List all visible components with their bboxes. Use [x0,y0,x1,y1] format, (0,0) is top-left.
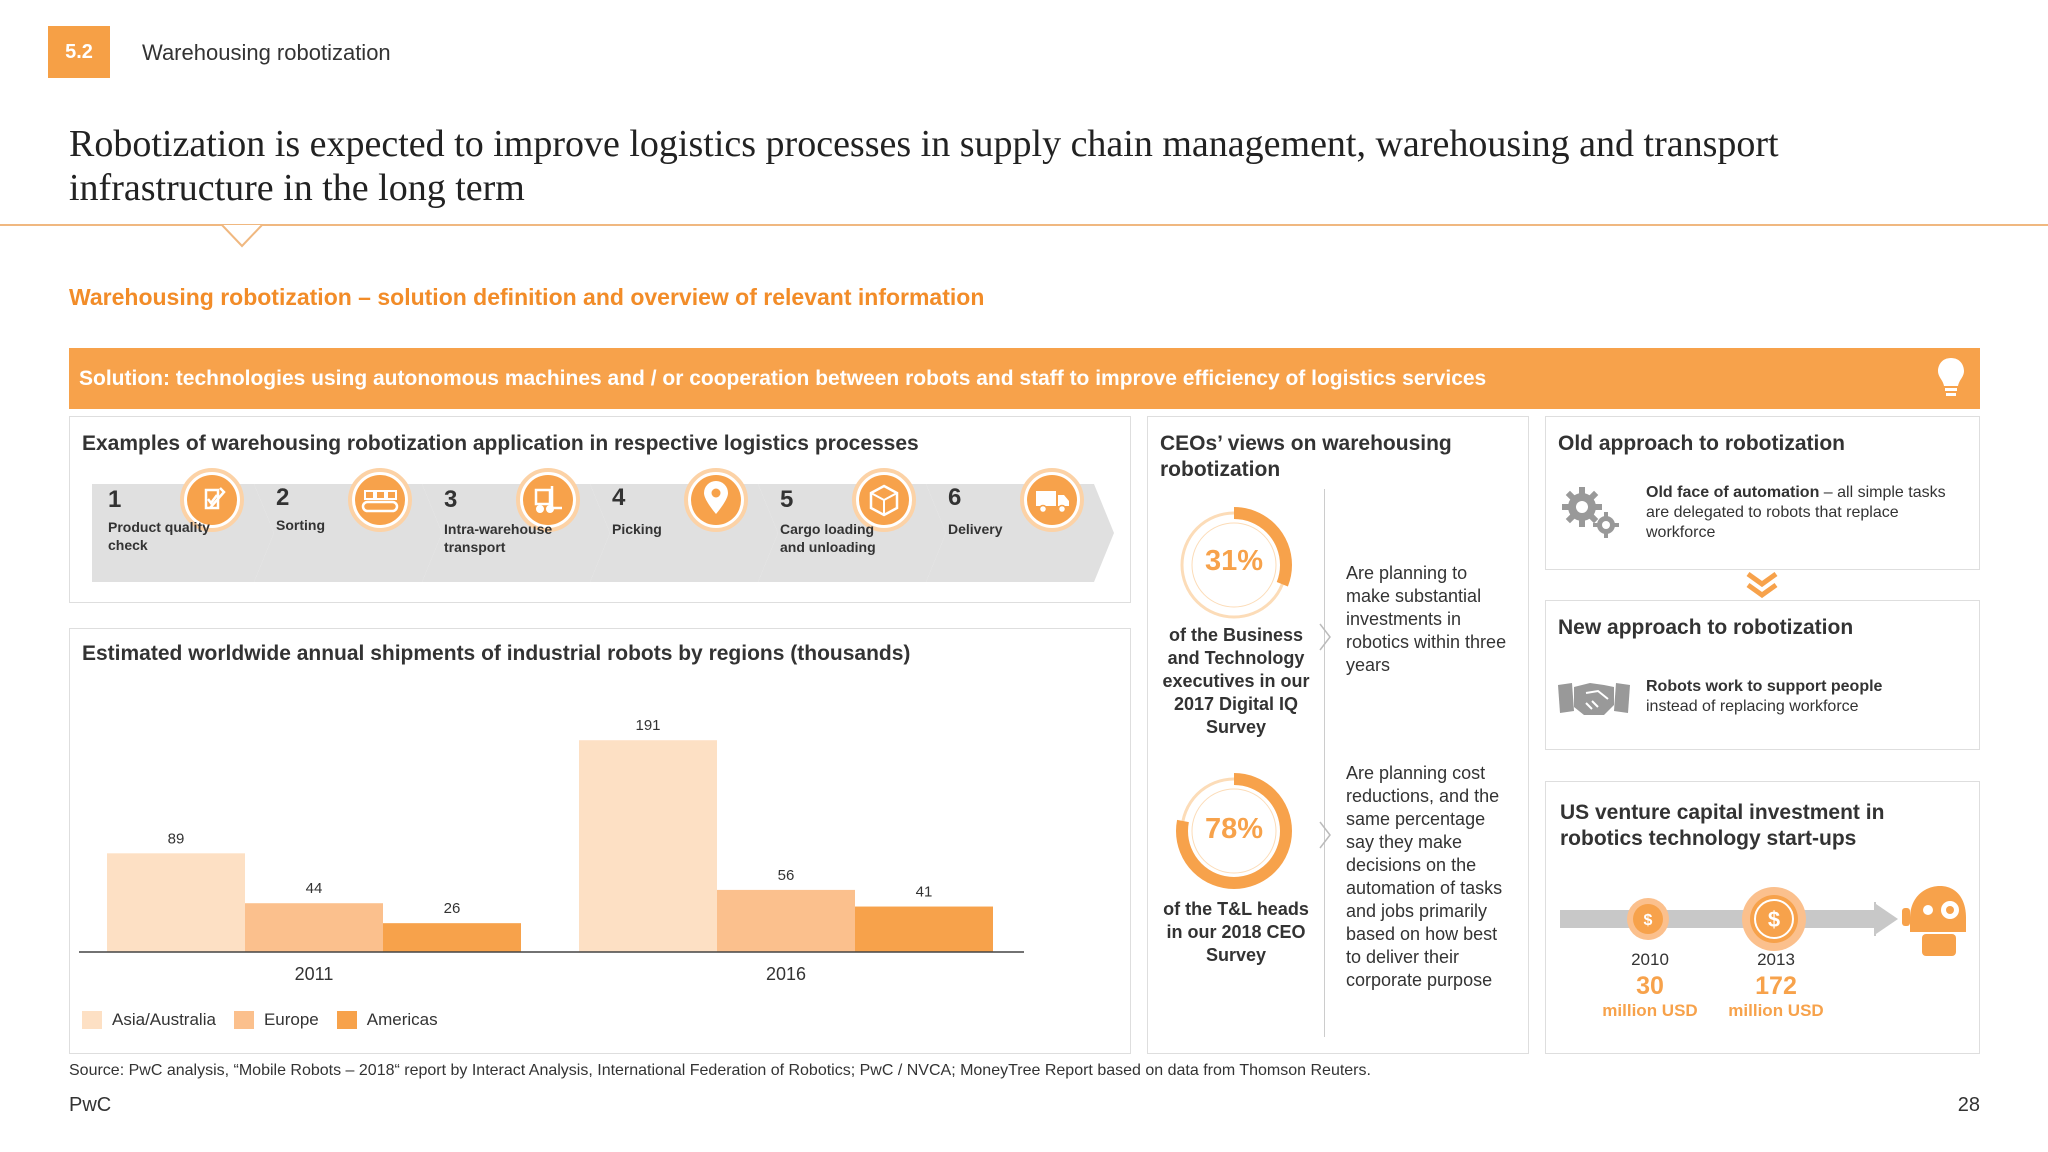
legend-swatch [336,1011,357,1029]
new-approach-panel: New approach to robotization Robots work… [1545,600,1980,750]
stat-value-78: 78% [1204,813,1264,845]
old-approach-rest: – all simple tasks are delegated to robo… [1646,484,1946,541]
venture-title: US venture capital investment in robotic… [1560,801,1885,850]
stat-value-31: 31% [1204,545,1264,577]
old-approach-panel: Old approach to robotization Old face of… [1545,416,1980,570]
stat-caption-78: of the T&L heads in our 2018 CEO Survey [1163,899,1309,965]
bar-americas-2011 [383,923,521,952]
venture-timeline: $ $ [1560,886,1966,956]
legend-label: Americas [366,1010,438,1029]
section-subtitle: Warehousing robotization – solution defi… [69,284,985,310]
coin-bag-icon: $ [1627,898,1669,940]
chevron-right-icon [1319,821,1331,849]
chart-legend: Asia/Australia Europe Americas [82,1010,456,1030]
coin-bag-icon: $ [1742,887,1806,951]
stat-caption-31: of the Business and Technology executive… [1162,625,1310,737]
legend-item: Europe [233,1010,319,1030]
ceo-divider [1324,489,1325,1037]
chart-title: Estimated worldwide annual shipments of … [82,642,911,665]
stat-text-31: Are planning to make substantial investm… [1346,563,1507,675]
bar-value-label: 191 [635,717,660,734]
x-axis-label: 2011 [295,964,334,984]
page-number: 28 [1957,1094,1980,1116]
timeline-arrow [1874,902,1898,936]
venture-value: 172 [1755,972,1797,1000]
examples-panel: Examples of warehousing robotization app… [69,416,1131,603]
donut-78-percent [1176,773,1292,889]
venture-value: 30 [1636,972,1664,1000]
bar-value-label: 41 [916,884,933,901]
svg-text:$: $ [1768,907,1780,932]
chevron-double-down-icon [1746,572,1778,598]
bar-europe-2016 [717,889,855,952]
old-approach-bold: Old face of automation [1646,484,1820,501]
handshake-icon [1558,683,1630,715]
bar-value-label: 89 [168,830,185,847]
bar-asia-australia-2011 [107,853,245,952]
old-approach-text: Old face of automation – all simple task… [1646,483,1946,543]
page-title: Robotization is expected to improve logi… [69,123,1779,209]
chevron-right-icon [1319,623,1331,651]
bar-value-label: 56 [778,867,795,884]
legend-item: Asia/Australia [82,1010,216,1030]
venture-year: 2010 [1631,950,1669,969]
svg-text:$: $ [1644,912,1653,929]
venture-unit: million USD [1602,1001,1698,1020]
header-divider [0,224,2048,226]
header-divider-notch [221,224,263,248]
new-approach-bold: Robots work to support people [1646,678,1883,695]
brand-name: PwC [69,1094,112,1116]
solution-banner: Solution: technologies using autonomous … [69,348,1980,409]
ceo-title: CEOs’ views on warehousing robotization [1160,432,1452,481]
examples-title: Examples of warehousing robotization app… [82,432,919,455]
legend-swatch [233,1011,254,1029]
bar-value-label: 26 [444,900,461,917]
new-approach-text: Robots work to support people instead of … [1646,677,1966,717]
bar-americas-2016 [855,906,993,952]
venture-unit: million USD [1728,1001,1824,1020]
stat-text-78: Are planning cost reductions, and the sa… [1346,763,1503,990]
bar-value-label: 44 [306,880,323,897]
timeline-bar [1560,910,1874,928]
venture-year: 2013 [1757,950,1795,969]
solution-text: Solution: technologies using autonomous … [79,366,1487,390]
section-title: Warehousing robotization [142,40,391,65]
bar-chart: 89 44 26 2011 191 56 41 2016 [79,717,1024,984]
x-axis-label: 2016 [766,964,806,984]
donut-31-percent [1176,507,1292,623]
source-note: Source: PwC analysis, “Mobile Robots – 2… [69,1062,1371,1079]
section-number-badge: 5.2 [48,26,110,78]
new-approach-title: New approach to robotization [1558,616,1854,639]
legend-item: Americas [336,1010,438,1030]
robot-icon [1902,886,1966,956]
new-approach-rest: instead of replacing workforce [1646,698,1859,715]
legend-swatch [82,1011,102,1029]
bar-europe-2011 [245,903,383,952]
ceo-panel: CEOs’ views on warehousing robotization [1147,416,1529,1054]
lightbulb-icon [1938,358,1964,396]
legend-label: Asia/Australia [112,1010,216,1029]
legend-label: Europe [263,1010,319,1029]
venture-point-2010: 2010 30 million USD [1580,950,1720,1021]
bar-asia-australia-2016 [579,740,717,952]
old-approach-title: Old approach to robotization [1558,432,1845,455]
gears-icon [1562,487,1619,538]
venture-point-2013: 2013 172 million USD [1706,950,1846,1021]
